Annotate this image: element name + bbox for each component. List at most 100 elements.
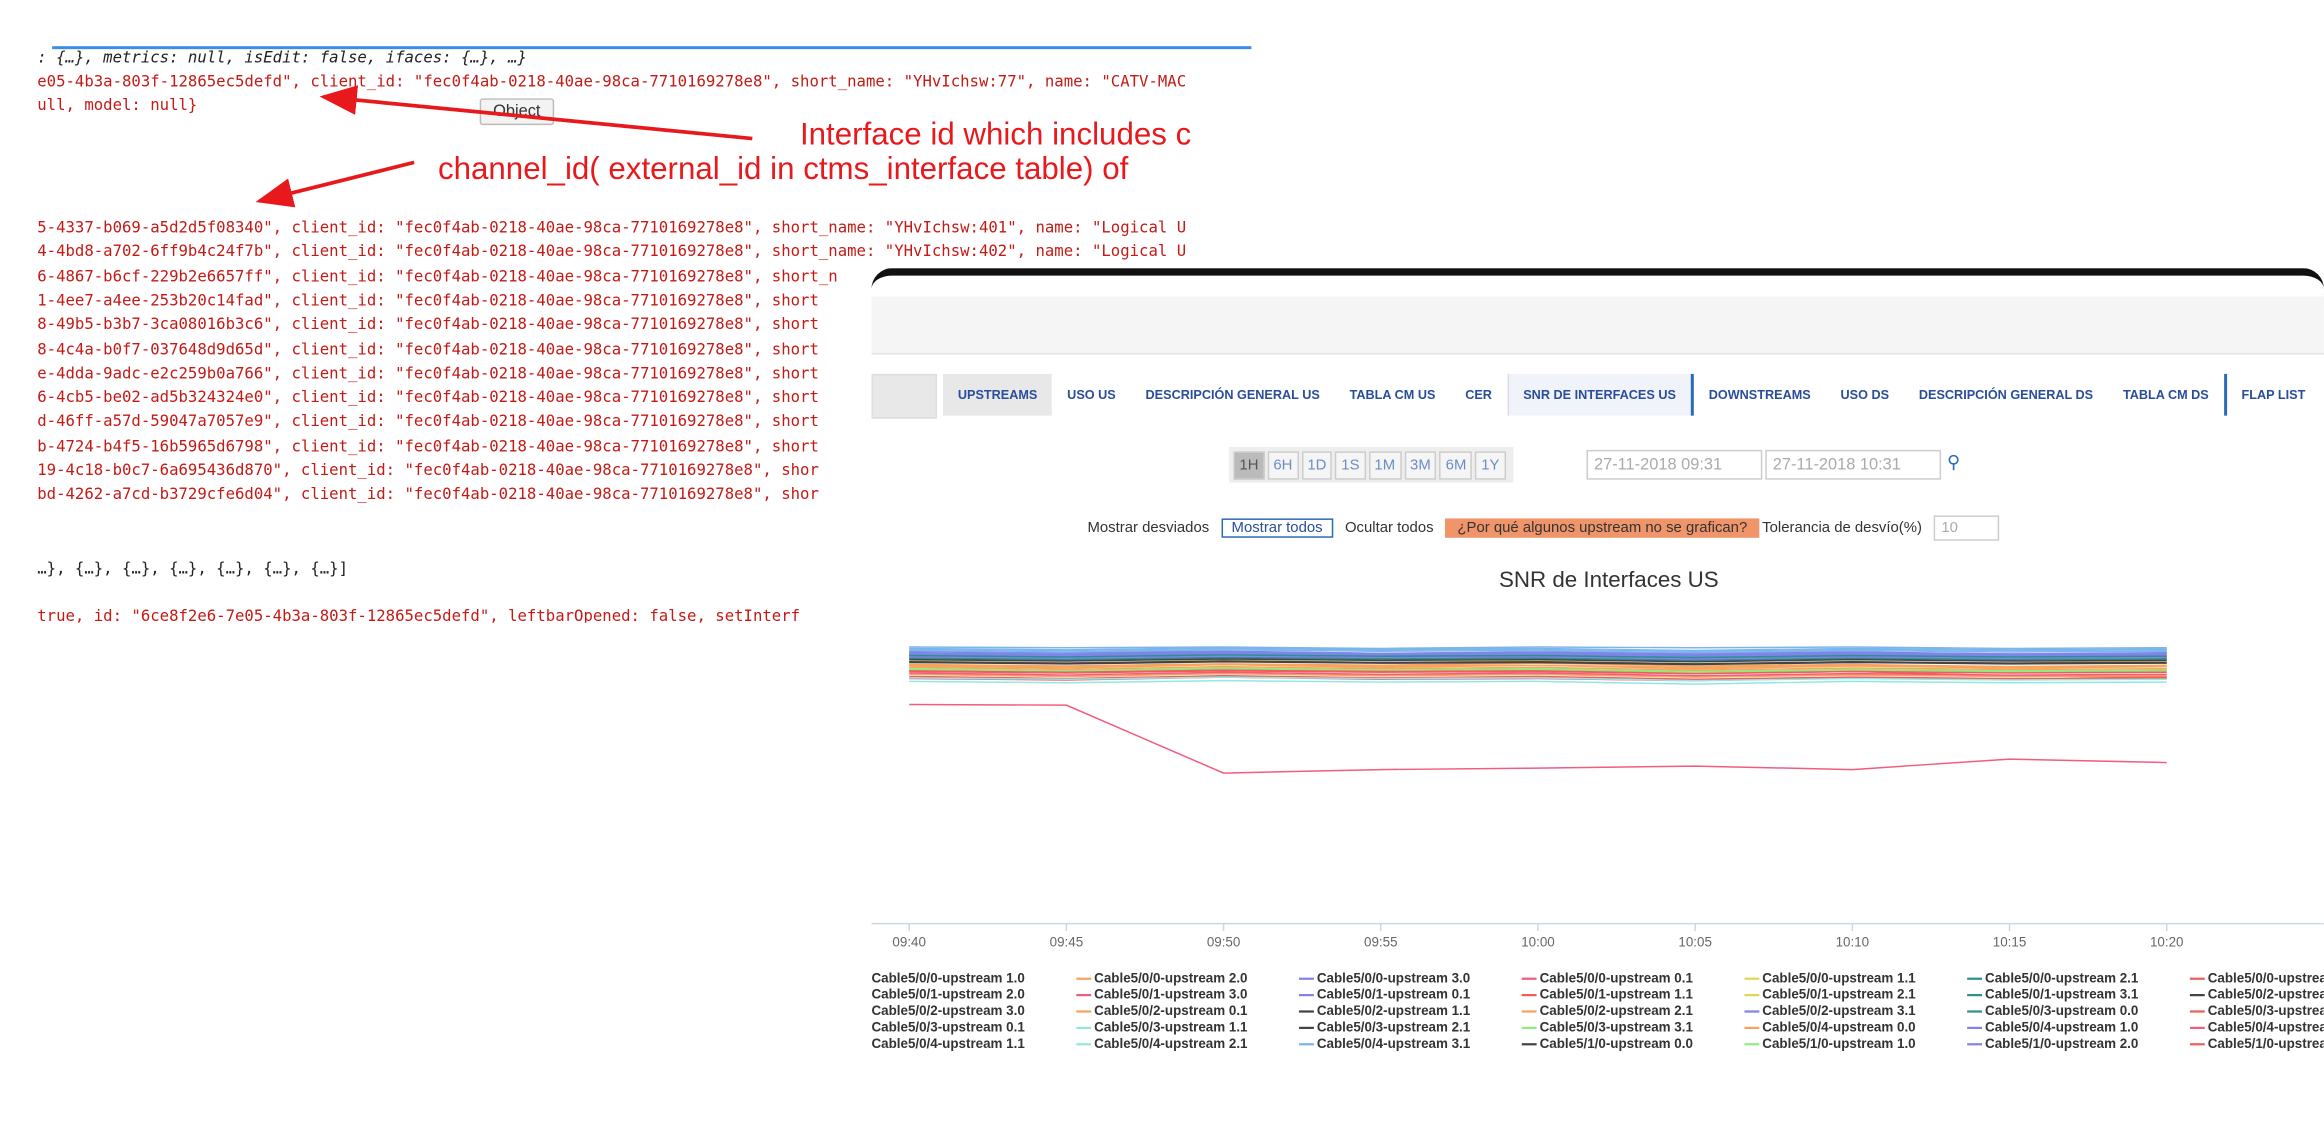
series-line [909, 656, 2167, 662]
series-line [909, 663, 2167, 669]
tab[interactable]: USO DS [1840, 387, 1890, 403]
tab[interactable]: DOWNSTREAMS [1708, 387, 1811, 403]
console-line: e-4dda-9adc-e2c259b0a766", client_id: "f… [37, 364, 819, 383]
legend-label: Cable5/0/2-upstream 1.1 [1317, 1003, 1471, 1018]
console-top-border [52, 46, 1252, 50]
legend-label: Cable5/1/0-upstream 0.0 [1540, 1036, 1693, 1051]
x-tick-label: 10:10 [1836, 935, 1870, 950]
date-from[interactable]: 27-11-2018 09:31 [1586, 449, 1763, 480]
legend-label: Cable5/0/1-upstream 2.1 [1762, 987, 1916, 1002]
tolerance-input[interactable]: 10 [1933, 515, 2000, 541]
series-line [909, 652, 2167, 657]
tab[interactable]: TABLA CM US [1349, 387, 1436, 403]
x-tick-label: 09:45 [1050, 935, 1084, 950]
series-line [909, 647, 2167, 652]
chart: SNR de Interfaces US 09:40 09:45 09:50 09:55… [871, 567, 2324, 1051]
options: Mostrar desviados Mostrar todos Ocultar to… [1087, 515, 2011, 541]
legend-label: Cable5/0/4-upstream 2.1 [1094, 1036, 1248, 1051]
x-tick-label: 10:00 [1521, 935, 1555, 950]
x-tick-label: 10:05 [1678, 935, 1712, 950]
series-line [909, 646, 2167, 650]
range-button[interactable]: 1S [1335, 451, 1366, 480]
range-button[interactable]: 3M [1404, 451, 1437, 480]
legend-label: Cable5/0/2-upstream 3.0 [871, 1003, 1024, 1018]
legend-label: Cable5/0/1-upstream 2.0 [871, 987, 1024, 1002]
legend-label: Cable5/0/0-upstream 2.1 [1985, 970, 2139, 985]
console-line: bd-4262-a7cd-b3729cfe6d04", client_id: "… [37, 486, 819, 504]
legend-label: Cable5/0/1-upstream 3.1 [1985, 987, 2139, 1002]
search-icon[interactable]: ⚲ [1947, 451, 1961, 473]
range-button[interactable]: 6M [1439, 451, 1473, 480]
why-link[interactable]: ¿Por qué algunos upstream no se grafican… [1445, 518, 1760, 538]
legend-label: Cable5/1/0-upstream 2.0 [1985, 1036, 2138, 1051]
legend-label: Cable5/0/0-upstream 3.1 [2208, 970, 2324, 985]
option[interactable]: Ocultar todos [1344, 519, 1434, 537]
range-buttons: 1H 6H 1D 1S 1M 3M 6M 1Y [1229, 446, 1513, 483]
series-line [909, 658, 2167, 663]
legend-label: Cable5/0/1-upstream 1.1 [1540, 987, 1694, 1002]
range-button[interactable]: 1H [1233, 451, 1265, 480]
legend-label: Cable5/0/4-upstream 3.1 [1317, 1036, 1471, 1051]
legend-label: Cable5/0/0-upstream 0.1 [1540, 970, 1694, 985]
series-line [909, 676, 2167, 682]
console-line: b-4724-b4f5-16b5965d6798", client_id: "f… [37, 437, 819, 456]
console-line: 19-4c18-b0c7-6a695436d870", client_id: "… [37, 461, 819, 480]
legend-label: Cable5/0/4-upstream 0.0 [1762, 1019, 1915, 1034]
select[interactable] [871, 373, 938, 419]
console-line: 5-4337-b069-a5d2d5f08340", client_id: "f… [37, 218, 1187, 237]
header-bar [871, 296, 2324, 355]
legend-label: Cable5/0/0-upstream 2.0 [1094, 970, 1247, 985]
legend-label: Cable5/0/4-upstream 2.0 [2208, 1019, 2324, 1034]
legend-label: Cable5/0/2-upstream 0.0 [2208, 987, 2324, 1002]
legend-label: Cable5/1/0-upstream 1.0 [1762, 1036, 1915, 1051]
console-line: true, id: "6ce8f2e6-7e05-4b3a-803f-12865… [37, 607, 801, 623]
tab[interactable]: UPSTREAMS [942, 373, 1053, 416]
range-button[interactable]: 1D [1301, 451, 1333, 480]
arrow [319, 85, 753, 141]
series-line [909, 671, 2167, 677]
app-panel: UPSTREAMS USO US DESCRIPCIÓN GENERAL US TAB… [871, 268, 2324, 1081]
legend-label: Cable5/0/3-upstream 0.1 [871, 1019, 1025, 1034]
series-line [909, 679, 2167, 685]
legend-label: Cable5/0/4-upstream 1.1 [871, 1036, 1025, 1051]
tab[interactable]: USO US [1067, 387, 1116, 403]
legend-label: Cable5/0/0-upstream 1.1 [1762, 970, 1916, 985]
option[interactable]: Mostrar todos [1221, 518, 1334, 538]
series-line [909, 651, 2167, 656]
series-line [909, 660, 2167, 665]
range-button[interactable]: 6H [1267, 451, 1299, 480]
legend-label: Cable5/0/2-upstream 0.1 [1094, 1003, 1248, 1018]
tab[interactable]: TABLA CM DS [2108, 373, 2227, 416]
tab[interactable]: DESCRIPCIÓN GENERAL DS [1918, 387, 2094, 403]
range-button[interactable]: 1M [1368, 451, 1402, 480]
tolerance-label: Tolerancia de desvío(%) [1762, 519, 1922, 537]
series-line [909, 654, 2167, 659]
range-button[interactable]: 1Y [1475, 451, 1506, 480]
console-line: 6-4cb5-be02-ad5b324324e0", client_id: "f… [37, 388, 819, 407]
legend-label: Cable5/0/2-upstream 3.1 [1762, 1003, 1916, 1018]
console-line: 8-49b5-b3b7-3ca08016b3c6", client_id: "f… [37, 316, 819, 334]
arrow [255, 160, 415, 208]
chart-title: SNR de Interfaces US [1499, 567, 1719, 592]
legend-label: Cable5/0/2-upstream 2.1 [1540, 1003, 1694, 1018]
x-tick-label: 09:40 [892, 935, 926, 950]
tab[interactable]: SNR DE INTERFACES US [1506, 373, 1694, 416]
legend-label: Cable5/0/1-upstream 0.1 [1317, 987, 1471, 1002]
console-line: 4-4bd8-a702-6ff9b4c24f7b", client_id: "f… [37, 243, 1187, 262]
annotation: channel_id( external_id in ctms_interfac… [437, 151, 1129, 187]
legend-label: Cable5/0/0-upstream 1.0 [871, 970, 1024, 985]
console-line: : {…}, metrics: null, isEdit: false, ifa… [37, 49, 527, 68]
console-line: …}, {…}, {…}, {…}, {…}, {…}, {…}] [37, 560, 349, 579]
console-line: e05-4b3a-803f-12865ec5defd", client_id: … [37, 72, 1187, 91]
console-line: 1-4ee7-a4ee-253b20c14fad", client_id: "f… [37, 291, 819, 310]
tab[interactable]: DESCRIPCIÓN GENERAL US [1145, 387, 1320, 403]
x-tick-label: 10:20 [2150, 935, 2184, 950]
option[interactable]: Mostrar desviados [1087, 519, 1210, 537]
tab[interactable]: CER [1465, 387, 1492, 403]
series-line [909, 655, 2167, 660]
console-line: 8-4c4a-b0f7-037648d9d65d", client_id: "f… [37, 340, 819, 359]
date-to[interactable]: 27-11-2018 10:31 [1765, 449, 1942, 480]
series-line [909, 669, 2167, 675]
tab[interactable]: FLAP LIST [2241, 387, 2306, 403]
